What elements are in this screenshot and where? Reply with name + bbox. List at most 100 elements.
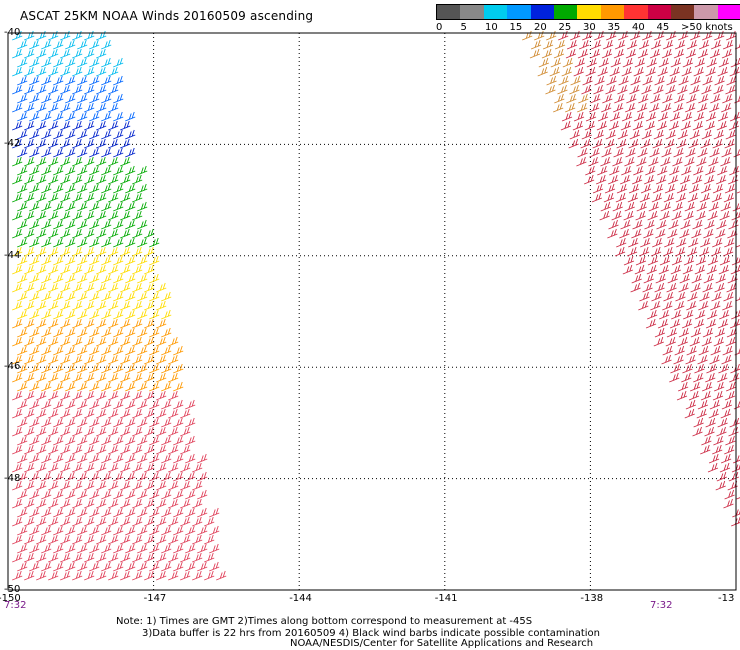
wind-barb — [713, 129, 724, 140]
wind-barb — [724, 390, 736, 401]
wind-barb — [60, 138, 71, 149]
wind-barb — [132, 480, 143, 491]
wind-barb — [84, 300, 95, 311]
wind-barb — [24, 552, 35, 563]
wind-barb — [108, 174, 119, 185]
scale-swatch — [694, 5, 718, 19]
wind-barb — [101, 417, 112, 428]
wind-barb — [687, 192, 699, 203]
wind-barb — [602, 93, 613, 104]
wind-barb — [696, 201, 707, 212]
wind-barb — [161, 327, 172, 338]
wind-barb — [96, 462, 107, 473]
scale-label: 30 — [583, 22, 596, 33]
wind-barb — [586, 57, 597, 68]
wind-barb — [538, 57, 549, 68]
wind-barb — [666, 30, 677, 41]
wind-barb — [84, 444, 95, 455]
wind-barb — [537, 66, 548, 77]
wind-barb — [161, 489, 172, 500]
wind-barb — [168, 480, 179, 491]
wind-barb — [84, 318, 95, 329]
wind-barb — [185, 543, 196, 554]
wind-barb — [703, 273, 714, 284]
wind-barb — [736, 497, 740, 500]
wind-barb — [65, 183, 76, 194]
wind-barb — [48, 264, 59, 275]
wind-barb — [96, 192, 107, 203]
wind-barb — [120, 462, 131, 473]
wind-barb — [36, 318, 47, 329]
wind-barb — [664, 237, 675, 248]
wind-barb — [36, 498, 47, 509]
wind-barb — [149, 381, 160, 392]
wind-barb — [185, 525, 196, 536]
wind-barb — [704, 120, 716, 131]
wind-barb — [120, 336, 131, 347]
wind-barb — [671, 309, 682, 320]
wind-barb — [690, 30, 701, 41]
wind-barb — [606, 30, 617, 41]
wind-barb — [60, 48, 71, 59]
wind-barb — [65, 471, 76, 482]
wind-barb — [721, 48, 733, 59]
wind-barb — [53, 417, 64, 428]
wind-barb — [137, 327, 148, 338]
wind-barb — [65, 345, 76, 356]
wind-barb — [589, 48, 601, 59]
wind-barb — [639, 192, 651, 203]
wind-barb — [36, 462, 47, 473]
wind-barb — [89, 255, 100, 266]
wind-barb — [89, 165, 100, 176]
wind-barb — [60, 570, 71, 581]
wind-barb — [17, 507, 28, 518]
wind-barb — [41, 273, 52, 284]
wind-barb — [60, 534, 71, 545]
wind-barb — [636, 201, 647, 212]
wind-barb — [53, 309, 64, 320]
wind-barb — [101, 39, 112, 50]
wind-barb — [125, 417, 136, 428]
wind-barb — [60, 84, 71, 95]
scale-label: 25 — [558, 22, 572, 33]
wind-barb — [161, 345, 172, 356]
wind-barb — [681, 318, 693, 329]
wind-barb — [667, 273, 678, 284]
wind-barb — [77, 129, 88, 140]
wind-barb — [605, 129, 616, 140]
wind-barb — [132, 336, 143, 347]
wind-barb — [721, 147, 732, 158]
wind-barb — [36, 552, 47, 563]
wind-barb — [29, 219, 40, 230]
wind-barb — [113, 201, 124, 212]
wind-barb — [77, 399, 88, 410]
wind-barb — [53, 525, 64, 536]
wind-barb — [137, 417, 148, 428]
wind-barb — [204, 534, 215, 545]
wind-barb — [204, 570, 215, 581]
wind-barb — [144, 498, 155, 509]
lon-tick-label: -144 — [289, 593, 312, 604]
wind-barb — [588, 156, 599, 167]
wind-barb — [658, 57, 669, 68]
wind-barb — [137, 309, 148, 320]
wind-barb — [65, 93, 76, 104]
wind-barb — [661, 48, 673, 59]
wind-barb — [12, 300, 23, 311]
wind-barb — [659, 309, 670, 320]
wind-barb — [168, 390, 179, 401]
wind-barb — [161, 417, 172, 428]
wind-barb — [137, 201, 148, 212]
wind-barb — [173, 525, 184, 536]
wind-barb — [77, 237, 88, 248]
wind-barb — [125, 507, 136, 518]
wind-barb — [113, 345, 124, 356]
wind-barb — [24, 102, 35, 113]
wind-barb — [96, 120, 107, 131]
wind-barb — [60, 156, 71, 167]
wind-barb — [584, 120, 596, 131]
wind-barb — [721, 354, 732, 365]
wind-barb — [723, 291, 734, 302]
wind-barb — [41, 129, 52, 140]
wind-barb — [17, 147, 28, 158]
